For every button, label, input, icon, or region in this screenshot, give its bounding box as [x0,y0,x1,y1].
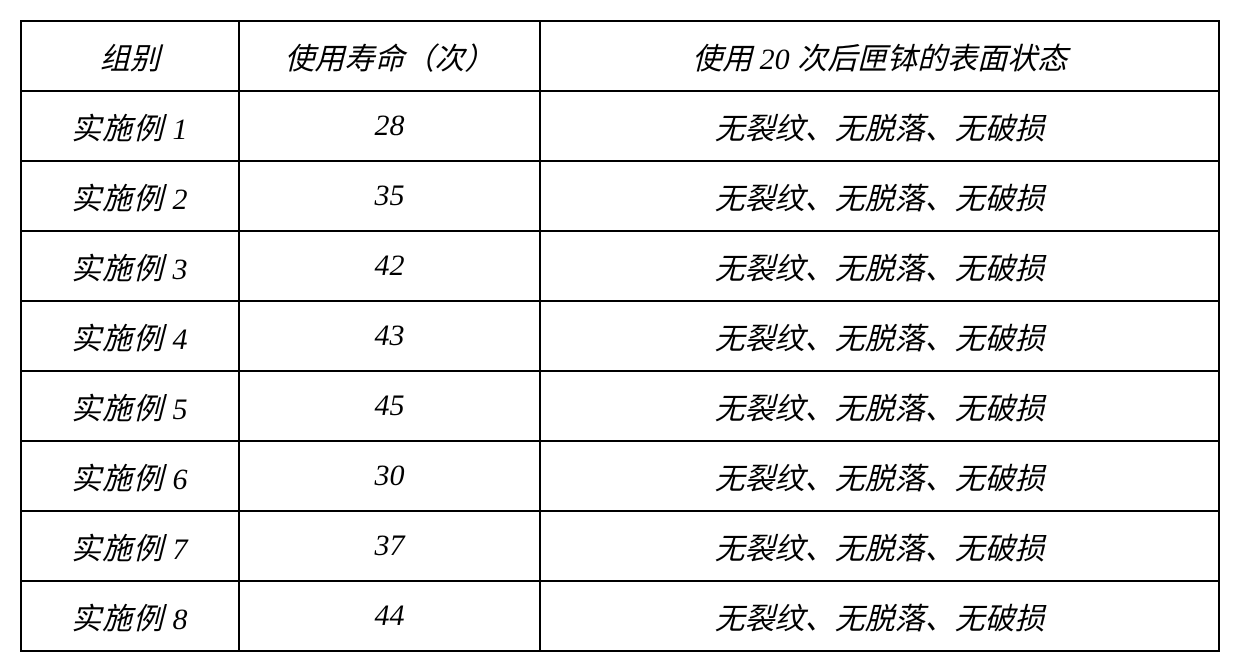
cell-status: 无裂纹、无脱落、无破损 [540,371,1219,441]
cell-group: 实施例 8 [21,581,239,651]
cell-status: 无裂纹、无脱落、无破损 [540,301,1219,371]
table-container: 组别 使用寿命（次） 使用 20 次后匣钵的表面状态 实施例 1 28 无裂纹、… [20,20,1220,652]
cell-group: 实施例 5 [21,371,239,441]
cell-status: 无裂纹、无脱落、无破损 [540,231,1219,301]
cell-lifetime: 37 [239,511,541,581]
cell-status: 无裂纹、无脱落、无破损 [540,161,1219,231]
cell-lifetime: 42 [239,231,541,301]
cell-group: 实施例 2 [21,161,239,231]
table-row: 实施例 3 42 无裂纹、无脱落、无破损 [21,231,1219,301]
cell-lifetime: 45 [239,371,541,441]
table-header: 组别 使用寿命（次） 使用 20 次后匣钵的表面状态 [21,21,1219,91]
cell-group: 实施例 1 [21,91,239,161]
cell-lifetime: 30 [239,441,541,511]
table-row: 实施例 1 28 无裂纹、无脱落、无破损 [21,91,1219,161]
cell-status: 无裂纹、无脱落、无破损 [540,91,1219,161]
cell-group: 实施例 3 [21,231,239,301]
header-group: 组别 [21,21,239,91]
data-table: 组别 使用寿命（次） 使用 20 次后匣钵的表面状态 实施例 1 28 无裂纹、… [20,20,1220,652]
table-row: 实施例 2 35 无裂纹、无脱落、无破损 [21,161,1219,231]
cell-status: 无裂纹、无脱落、无破损 [540,581,1219,651]
table-row: 实施例 4 43 无裂纹、无脱落、无破损 [21,301,1219,371]
cell-lifetime: 43 [239,301,541,371]
header-status: 使用 20 次后匣钵的表面状态 [540,21,1219,91]
cell-group: 实施例 6 [21,441,239,511]
cell-group: 实施例 7 [21,511,239,581]
table-row: 实施例 6 30 无裂纹、无脱落、无破损 [21,441,1219,511]
cell-lifetime: 28 [239,91,541,161]
table-body: 实施例 1 28 无裂纹、无脱落、无破损 实施例 2 35 无裂纹、无脱落、无破… [21,91,1219,651]
table-row: 实施例 5 45 无裂纹、无脱落、无破损 [21,371,1219,441]
cell-status: 无裂纹、无脱落、无破损 [540,441,1219,511]
header-row: 组别 使用寿命（次） 使用 20 次后匣钵的表面状态 [21,21,1219,91]
cell-group: 实施例 4 [21,301,239,371]
table-row: 实施例 7 37 无裂纹、无脱落、无破损 [21,511,1219,581]
cell-lifetime: 44 [239,581,541,651]
header-lifetime: 使用寿命（次） [239,21,541,91]
table-row: 实施例 8 44 无裂纹、无脱落、无破损 [21,581,1219,651]
cell-status: 无裂纹、无脱落、无破损 [540,511,1219,581]
cell-lifetime: 35 [239,161,541,231]
